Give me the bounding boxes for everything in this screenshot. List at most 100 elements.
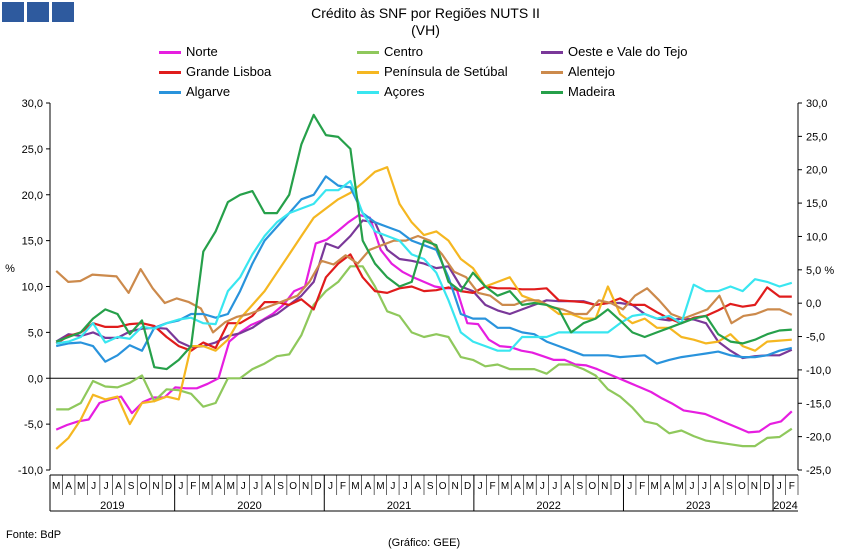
- legend-label: Centro: [384, 44, 424, 59]
- legend-swatch: [159, 51, 181, 55]
- right-tick-label: -15,0: [806, 398, 831, 410]
- series-line-madeira: [55, 113, 792, 371]
- legend-item: Açores: [357, 84, 424, 99]
- month-label: M: [77, 481, 85, 492]
- legend-item: Alentejo: [541, 64, 615, 79]
- series-line-pen-nsula-de-set-bal: [55, 166, 792, 450]
- month-label: A: [414, 481, 421, 492]
- year-label: 2024: [773, 500, 797, 512]
- credit-note: (Gráfico: GEE): [388, 537, 461, 549]
- month-label: J: [178, 481, 183, 492]
- legend-swatch: [159, 91, 181, 95]
- logo-square-3: [52, 2, 74, 22]
- legend-item: Península de Setúbal: [357, 64, 508, 79]
- month-label: A: [115, 481, 122, 492]
- month-label: J: [690, 481, 695, 492]
- month-label: D: [165, 481, 172, 492]
- year-label: 2021: [387, 500, 411, 512]
- legend-item: Algarve: [159, 84, 230, 99]
- month-label: N: [751, 481, 758, 492]
- month-label: M: [227, 481, 235, 492]
- month-label: J: [627, 481, 632, 492]
- legend-label: Grande Lisboa: [186, 64, 272, 79]
- month-label: F: [789, 481, 795, 492]
- left-tick-label: 30,0: [22, 98, 43, 110]
- month-label: A: [564, 481, 571, 492]
- month-label: D: [314, 481, 321, 492]
- left-tick-label: 25,0: [22, 144, 43, 156]
- chart-subtitle: (VH): [411, 22, 440, 38]
- left-tick-label: -5,0: [24, 419, 43, 431]
- year-label: 2022: [536, 500, 560, 512]
- month-label: M: [650, 481, 658, 492]
- series-line-a-ores: [56, 179, 793, 352]
- legend-label: Açores: [384, 84, 425, 99]
- month-label: J: [552, 481, 557, 492]
- month-label: J: [540, 481, 545, 492]
- month-label: J: [390, 481, 395, 492]
- legend-item: Madeira: [541, 84, 615, 99]
- month-label: O: [289, 481, 297, 492]
- legend-item: Centro: [357, 44, 423, 59]
- month-label: F: [490, 481, 496, 492]
- month-label: A: [65, 481, 72, 492]
- legend-label: Algarve: [186, 84, 231, 99]
- right-tick-label: 25,0: [806, 131, 827, 143]
- y-axis-label: %: [5, 263, 15, 275]
- legend-swatch: [357, 91, 379, 95]
- right-tick-label: 0,0: [806, 298, 821, 310]
- legend-swatch: [541, 71, 563, 75]
- month-label: D: [614, 481, 621, 492]
- right-tick-label: 20,0: [806, 165, 827, 177]
- month-label: O: [140, 481, 148, 492]
- series-line-oeste-e-vale-do-tejo: [55, 219, 793, 360]
- month-label: M: [202, 481, 210, 492]
- month-label: D: [464, 481, 471, 492]
- right-tick-label: -10,0: [806, 365, 831, 377]
- month-label: J: [403, 481, 408, 492]
- legend-swatch: [159, 71, 181, 75]
- month-label: S: [128, 481, 135, 492]
- left-tick-label: 5,0: [28, 327, 43, 339]
- month-label: J: [253, 481, 258, 492]
- month-label: A: [215, 481, 222, 492]
- month-label: A: [664, 481, 671, 492]
- month-label: N: [601, 481, 608, 492]
- right-tick-label: -5,0: [806, 332, 825, 344]
- legend-swatch: [357, 71, 379, 75]
- legend-label: Madeira: [568, 84, 615, 99]
- month-label: F: [190, 481, 196, 492]
- year-label: 2019: [100, 500, 124, 512]
- month-label: O: [738, 481, 746, 492]
- month-label: N: [152, 481, 159, 492]
- legend-label: Oeste e Vale do Tejo: [568, 44, 688, 59]
- month-label: J: [91, 481, 96, 492]
- legend-item: Oeste e Vale do Tejo: [541, 44, 688, 59]
- right-tick-label: -25,0: [806, 465, 831, 477]
- month-label: M: [52, 481, 60, 492]
- right-tick-label: 30,0: [806, 98, 827, 110]
- right-tick-label: -20,0: [806, 432, 831, 444]
- month-label: J: [478, 481, 483, 492]
- legend-label: Norte: [186, 44, 218, 59]
- month-label: O: [588, 481, 596, 492]
- chart-title: Crédito às SNF por Regiões NUTS II: [311, 5, 540, 21]
- legend-swatch: [357, 51, 379, 55]
- legend-swatch: [541, 51, 563, 55]
- month-label: O: [439, 481, 447, 492]
- month-label: J: [777, 481, 782, 492]
- month-label: D: [763, 481, 770, 492]
- month-label: A: [514, 481, 521, 492]
- month-label: A: [265, 481, 272, 492]
- legend-item: Norte: [159, 44, 218, 59]
- month-label: S: [576, 481, 583, 492]
- left-tick-label: 15,0: [22, 236, 43, 248]
- right-tick-label: 5,0 %: [806, 265, 834, 277]
- right-tick-label: 10,0: [806, 231, 827, 243]
- month-label: J: [702, 481, 707, 492]
- month-label: M: [526, 481, 534, 492]
- source-note: Fonte: BdP: [6, 529, 62, 541]
- month-label: S: [726, 481, 733, 492]
- month-label: F: [639, 481, 645, 492]
- logo-square-2: [27, 2, 49, 22]
